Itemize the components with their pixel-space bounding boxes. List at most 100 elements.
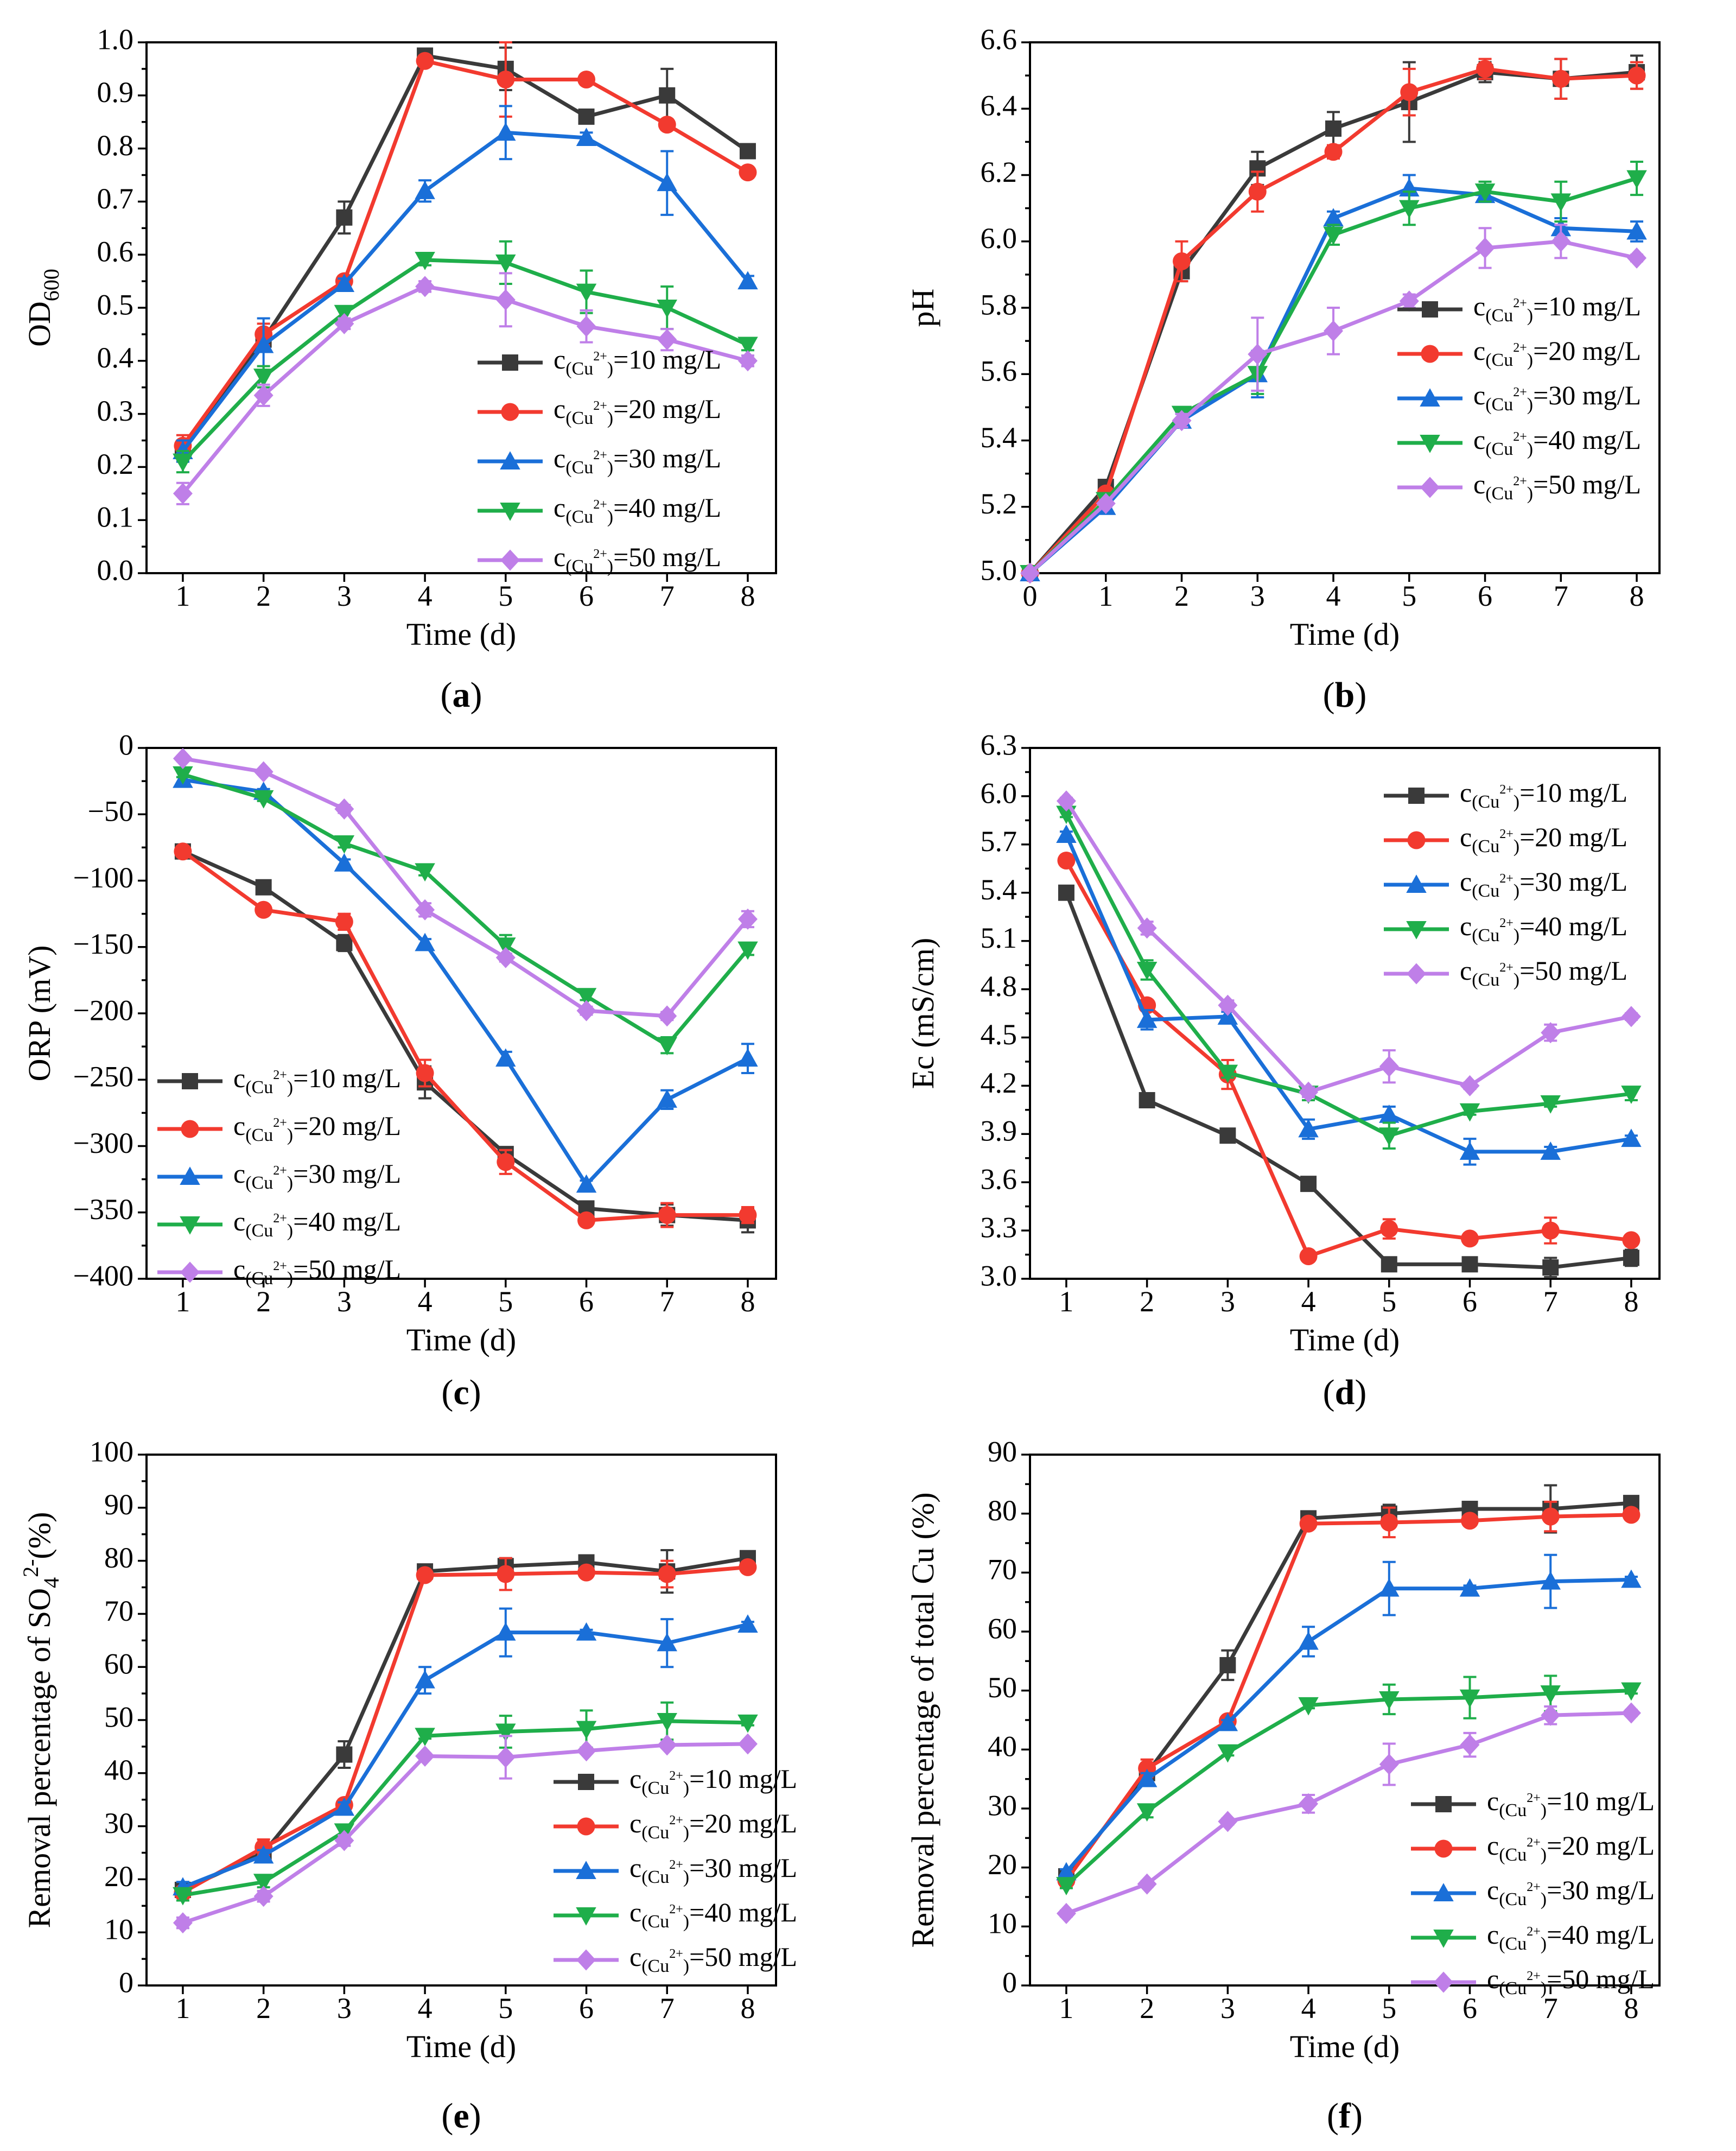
legend-item: c(Cu2+)=50 mg/L [1384, 955, 1627, 990]
y-tick-label: 30 [104, 1807, 133, 1839]
x-tick-label: 5 [1402, 580, 1416, 612]
data-point [739, 1558, 757, 1576]
x-tick-label: 4 [418, 1992, 433, 2025]
data-point [1622, 1231, 1640, 1249]
data-point [1298, 1119, 1319, 1138]
x-tick-label: 7 [1543, 1992, 1558, 2025]
diamond-icon [180, 1261, 200, 1283]
data-point [1298, 1697, 1319, 1716]
data-point [1056, 1877, 1077, 1896]
data-point [737, 941, 758, 960]
data-point [173, 748, 193, 770]
data-point [1057, 851, 1076, 870]
data-point [1461, 1229, 1479, 1248]
data-point [335, 912, 353, 931]
diamond-icon [1420, 477, 1440, 498]
series-line [1064, 800, 1632, 1094]
circle-icon [577, 1817, 595, 1836]
y-tick-label: 90 [104, 1488, 133, 1521]
legend-item: c(Cu2+)=50 mg/L [1397, 469, 1641, 504]
y-tick-label: 5.7 [981, 825, 1018, 858]
series-line [182, 1622, 748, 1889]
y-tick-label: 70 [988, 1553, 1017, 1586]
square-icon [1422, 301, 1438, 318]
y-tick-label: 6.0 [981, 777, 1018, 809]
data-point [1136, 961, 1158, 980]
x-tick-label: 1 [1098, 580, 1113, 612]
y-tick-label: 20 [104, 1860, 133, 1893]
x-tick-label: 7 [660, 1285, 675, 1318]
x-tick-label: 8 [740, 1285, 755, 1318]
data-point [737, 350, 758, 372]
data-point [1399, 200, 1420, 219]
x-tick-label: 6 [579, 580, 594, 612]
y-tick-label: 50 [104, 1701, 133, 1733]
panel-c-orp-chart: 0 −50 −100 −150 −200 −250 −300 −350 −400 1 2 3 4 5 6 7 8… [22, 728, 777, 1412]
data-point [657, 1037, 677, 1056]
triangle-up-icon [1420, 388, 1440, 407]
data-point [737, 1733, 758, 1755]
series-10-mg-l [1058, 1484, 1639, 1884]
legend-item: c(Cu2+)=30 mg/L [157, 1158, 401, 1193]
x-tick-label: 4 [418, 1285, 433, 1318]
panel-d-ec-chart: 3.0 3.3 3.6 3.9 4.2 4.5 4.8 5.1 5.4 5.7 6.0 6.3 1 2 3 4… [905, 728, 1661, 1412]
y-tick-label: 70 [104, 1595, 133, 1627]
y-tick-label: 0.9 [97, 76, 134, 109]
y-tick-label: −250 [73, 1061, 133, 1093]
series-line [181, 130, 749, 453]
legend-label: c(Cu2+)=20 mg/L [1487, 1830, 1655, 1864]
data-point [334, 1797, 355, 1816]
y-tick-label: 0.4 [97, 341, 134, 374]
legend-item: c(Cu2+)=20 mg/L [478, 394, 721, 428]
series-line [182, 1556, 748, 1892]
data-point [253, 1874, 274, 1893]
legend-item: c(Cu2+)=20 mg/L [554, 1808, 797, 1843]
data-point [1379, 1754, 1399, 1775]
data-point [495, 1746, 516, 1768]
series-line [181, 284, 748, 495]
x-tick-label: 1 [175, 1285, 190, 1318]
data-point [415, 181, 435, 199]
y-tick-label: 80 [104, 1541, 133, 1574]
data-point [739, 143, 756, 160]
series-20-mg-l [1057, 851, 1640, 1266]
data-point [1139, 1092, 1155, 1109]
legend-label: c(Cu2+)=40 mg/L [1460, 911, 1627, 945]
circle-icon [181, 1120, 199, 1138]
y-tick-label: 80 [988, 1494, 1017, 1527]
x-tick-label: 1 [175, 1992, 190, 2025]
x-tick-label: 4 [418, 580, 433, 612]
legend-label: c(Cu2+)=10 mg/L [1473, 291, 1641, 325]
series-line [1065, 1501, 1632, 1878]
data-point [253, 1845, 274, 1864]
series-line [1064, 834, 1632, 1154]
data-point [336, 209, 353, 226]
data-point [1300, 1176, 1317, 1192]
legend-label: c(Cu2+)=10 mg/L [1460, 777, 1627, 811]
data-point [1096, 493, 1116, 515]
data-point [1217, 1064, 1238, 1083]
legend-item: c(Cu2+)=20 mg/L [1397, 335, 1641, 370]
x-tick-label: 6 [579, 1285, 594, 1318]
data-point [577, 1211, 596, 1229]
series-line [1065, 1513, 1632, 1882]
x-tick-label: 6 [1462, 1992, 1477, 2025]
data-point [1621, 1128, 1642, 1147]
data-point [1541, 1022, 1561, 1044]
x-axis-title: Time (d) [1290, 2029, 1400, 2064]
data-point [415, 1728, 435, 1747]
y-tick-label: 0.7 [97, 182, 134, 215]
data-point [497, 1153, 515, 1171]
data-point [253, 384, 274, 406]
data-point [1400, 83, 1419, 101]
data-point [415, 1746, 435, 1767]
data-point [416, 1566, 434, 1584]
legend-item: c(Cu2+)=20 mg/L [157, 1111, 401, 1145]
legend-item: c(Cu2+)=40 mg/L [478, 492, 721, 527]
data-point [1379, 1104, 1400, 1123]
y-axis-title: Ec (mS/cm) [905, 938, 940, 1089]
legend-label: c(Cu2+)=50 mg/L [554, 542, 721, 576]
y-tick-label: 0.1 [97, 501, 134, 534]
series-line [182, 772, 749, 1048]
legend-item: c(Cu2+)=40 mg/L [157, 1206, 401, 1241]
